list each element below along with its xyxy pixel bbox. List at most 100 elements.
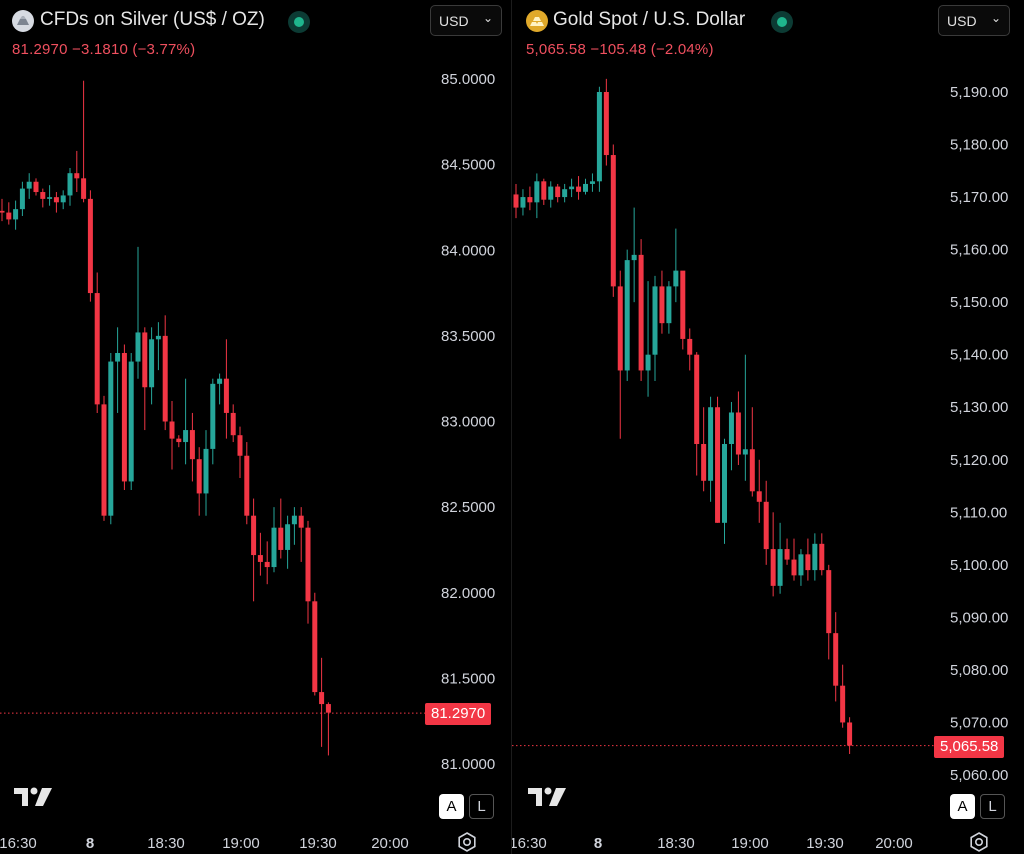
candle-body <box>237 435 243 456</box>
candle <box>784 538 790 565</box>
candle-body <box>291 515 297 525</box>
candle-body <box>101 404 107 516</box>
candle <box>6 202 12 225</box>
gold-chart-canvas[interactable]: 5,190.00 5,180.00 5,170.00 5,160.00 5,150.00… <box>512 0 1024 854</box>
x-tick-label: 8 <box>594 835 602 852</box>
auto-scale-button[interactable]: A <box>439 794 464 819</box>
currency-dropdown[interactable]: USD ⌄ <box>938 5 1010 36</box>
candle <box>638 239 644 381</box>
candle <box>749 407 755 497</box>
candle <box>26 173 32 199</box>
candle <box>728 401 734 471</box>
candle <box>735 391 741 466</box>
tradingview-logo-icon[interactable] <box>528 784 568 810</box>
candle-body <box>548 186 554 200</box>
candle-body <box>673 270 679 287</box>
candle-body <box>583 183 588 192</box>
x-axis[interactable]: 16:30 8 18:30 19:00 19:30 20:00 <box>0 835 409 852</box>
y-tick-label: 82.5000 <box>441 499 495 516</box>
candles <box>513 78 853 754</box>
candle <box>87 190 93 302</box>
log-scale-button[interactable]: L <box>980 794 1005 819</box>
candle-body <box>798 554 804 576</box>
candle-body <box>687 338 693 355</box>
candle <box>47 185 53 206</box>
candle <box>812 533 818 581</box>
price-quote: 81.2970 −3.1810 (−3.77%) <box>12 41 196 58</box>
x-tick-label: 19:30 <box>806 835 844 852</box>
candle-body <box>169 421 175 439</box>
y-tick-label: 83.0000 <box>441 414 495 431</box>
candle-body <box>230 412 236 436</box>
candle <box>74 150 80 193</box>
x-tick-label: 16:30 <box>512 835 547 852</box>
candle-body <box>251 515 257 556</box>
candle-body <box>555 186 561 198</box>
candle-body <box>305 527 311 602</box>
candle-body <box>47 197 53 199</box>
candle-body <box>264 561 270 568</box>
silver-chart-canvas[interactable]: 85.0000 84.5000 84.0000 83.5000 83.0000 82.50… <box>0 0 511 854</box>
y-tick-label: 5,070.00 <box>950 714 1008 731</box>
candle-body <box>589 181 595 184</box>
candle-body <box>149 339 155 388</box>
candle-body <box>742 449 748 455</box>
candle-body <box>701 444 707 481</box>
candle-body <box>257 555 263 562</box>
candle-body <box>162 335 168 422</box>
candle-body <box>108 361 114 516</box>
candle-body <box>596 92 602 182</box>
settings-icon[interactable] <box>456 831 478 853</box>
candle <box>101 395 107 521</box>
candle-body <box>763 501 769 550</box>
candle <box>513 183 519 219</box>
candle <box>555 183 561 203</box>
candle <box>763 480 769 565</box>
price-quote: 5,065.58 −105.48 (−2.04%) <box>526 41 714 58</box>
candle-body <box>527 197 533 203</box>
y-tick-label: 5,120.00 <box>950 452 1008 469</box>
candle <box>708 396 714 502</box>
candle-body <box>271 527 277 568</box>
candle <box>115 327 121 413</box>
x-tick-label: 20:00 <box>371 835 409 852</box>
candle <box>142 327 148 431</box>
candle <box>128 353 134 490</box>
y-tick-label: 5,060.00 <box>950 767 1008 784</box>
candle-body <box>631 254 637 261</box>
candle-body <box>833 633 839 686</box>
candle-body <box>217 378 223 384</box>
candle-body <box>223 378 229 413</box>
y-tick-label: 5,190.00 <box>950 84 1008 101</box>
candle-body <box>189 430 195 460</box>
candle-body <box>652 286 658 355</box>
candle-body <box>81 178 87 199</box>
candle-body <box>40 192 46 199</box>
gold-chart-pane[interactable]: 5,190.00 5,180.00 5,170.00 5,160.00 5,150.00… <box>512 0 1024 854</box>
settings-icon[interactable] <box>968 831 990 853</box>
tradingview-logo-icon[interactable] <box>14 784 54 810</box>
y-tick-label: 84.5000 <box>441 157 495 174</box>
candle <box>722 438 727 544</box>
last-price-tag: 81.2970 <box>425 703 492 725</box>
currency-dropdown[interactable]: USD ⌄ <box>430 5 502 36</box>
log-scale-button[interactable]: L <box>469 794 494 819</box>
candle-body <box>325 704 331 713</box>
y-axis[interactable]: 5,190.00 5,180.00 5,170.00 5,160.00 5,150.00… <box>950 84 1008 784</box>
candle-body <box>13 209 19 220</box>
pane-divider[interactable] <box>511 0 512 854</box>
candle <box>13 200 19 230</box>
candle-body <box>617 286 623 371</box>
y-axis[interactable]: 85.0000 84.5000 84.0000 83.5000 83.0000 82.50… <box>441 71 495 773</box>
x-tick-label: 19:00 <box>222 835 260 852</box>
auto-scale-button[interactable]: A <box>950 794 975 819</box>
currency-label: USD <box>439 13 469 29</box>
symbol-title[interactable]: CFDs on Silver (US$ / OZ) <box>40 9 265 30</box>
candle <box>527 186 533 211</box>
candle-body <box>115 353 121 362</box>
candle <box>121 344 127 490</box>
silver-chart-pane[interactable]: 85.0000 84.5000 84.0000 83.5000 83.0000 82.50… <box>0 0 511 854</box>
symbol-title[interactable]: Gold Spot / U.S. Dollar <box>553 9 746 30</box>
x-axis[interactable]: 16:30 8 18:30 19:00 19:30 20:00 <box>512 835 913 852</box>
candle-body <box>666 286 672 324</box>
